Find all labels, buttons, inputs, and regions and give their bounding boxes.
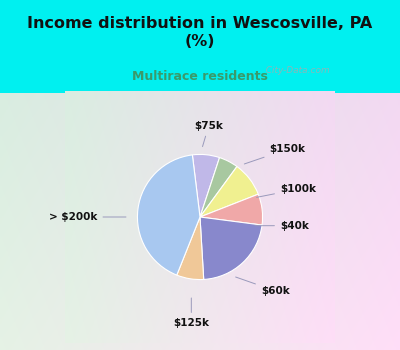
Text: $40k: $40k bbox=[255, 221, 309, 231]
Wedge shape bbox=[192, 154, 220, 217]
Wedge shape bbox=[200, 217, 262, 279]
Wedge shape bbox=[200, 167, 258, 217]
Text: > $200k: > $200k bbox=[49, 212, 126, 222]
Text: $75k: $75k bbox=[194, 121, 223, 147]
Text: $125k: $125k bbox=[173, 298, 209, 328]
Wedge shape bbox=[177, 217, 204, 280]
Wedge shape bbox=[200, 158, 237, 217]
Text: Multirace residents: Multirace residents bbox=[132, 70, 268, 83]
Text: $100k: $100k bbox=[256, 184, 316, 197]
Text: $150k: $150k bbox=[244, 144, 306, 164]
Text: Income distribution in Wescosville, PA
(%): Income distribution in Wescosville, PA (… bbox=[27, 16, 373, 49]
Text: City-Data.com: City-Data.com bbox=[260, 66, 329, 75]
Wedge shape bbox=[200, 194, 262, 225]
Wedge shape bbox=[138, 155, 200, 275]
Text: $60k: $60k bbox=[236, 277, 290, 296]
